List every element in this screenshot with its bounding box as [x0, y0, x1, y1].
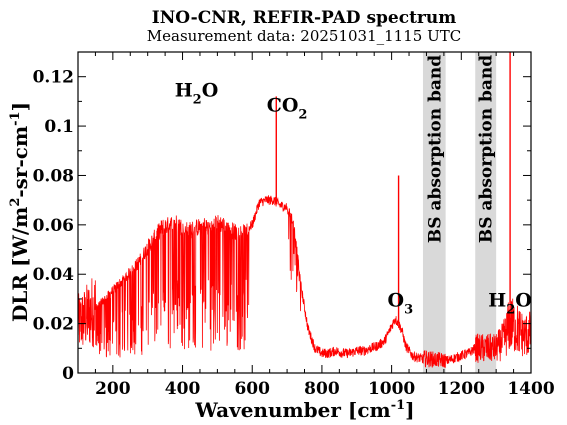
- spectrum-series: [78, 52, 531, 368]
- spectrum-line: [78, 195, 531, 368]
- x-tick-label: 600: [234, 379, 270, 399]
- y-tick-label: 0.04: [33, 265, 75, 285]
- x-axis-label: Wavenumber [cm-1]: [194, 398, 414, 422]
- x-tick-label: 200: [95, 379, 131, 399]
- band-label: BS absorption band: [425, 55, 445, 243]
- y-axis-label: DLR [W/m2-sr-cm-1]: [8, 102, 32, 322]
- y-tick-label: 0.02: [33, 315, 74, 335]
- y-tick-label: 0.12: [33, 68, 74, 88]
- shaded-band: [422, 52, 446, 373]
- y-tick-label: 0.1: [44, 117, 74, 137]
- y-tick-label: 0: [62, 364, 74, 384]
- molecule-label: H2O: [175, 79, 219, 107]
- molecule-label: O3: [388, 289, 414, 317]
- x-tick-label: 1000: [368, 379, 415, 399]
- x-tick-label: 1200: [438, 379, 485, 399]
- chart-subtitle: Measurement data: 20251031_1115 UTC: [147, 27, 461, 45]
- x-tick-label: 1400: [507, 379, 554, 399]
- molecule-label: CO2: [267, 94, 308, 122]
- x-tick-label: 400: [165, 379, 201, 399]
- shaded-band: [475, 52, 497, 373]
- y-tick-label: 0.08: [33, 166, 74, 186]
- chart-title: INO-CNR, REFIR-PAD spectrum: [152, 8, 456, 28]
- axis-ticks: 200 400 600 800 1000 1200 1400 0 0.02 0.04 0.06 0.0…: [33, 52, 555, 399]
- band-label: BS absorption band: [477, 55, 497, 243]
- x-tick-label: 800: [304, 379, 340, 399]
- y-tick-label: 0.06: [33, 216, 74, 236]
- shaded-bands: BS absorption band BS absorption band: [422, 52, 497, 373]
